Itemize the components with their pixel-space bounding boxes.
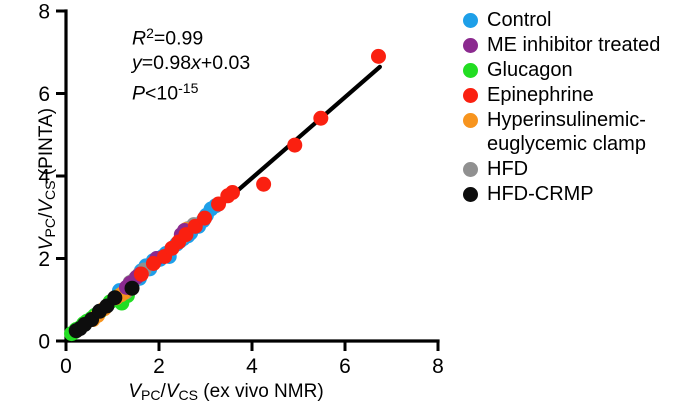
data-point [224,185,240,200]
series-hfd-crmp [68,280,140,339]
equation-intercept: +0.03 [200,52,251,75]
y-axis-v2: V [35,199,57,213]
y-axis-tick-label: 0 [38,331,50,354]
x-axis-tick-label: 0 [60,355,72,378]
r-squared-exponent: 2 [146,25,154,41]
legend-swatch-icon [463,38,478,53]
legend-label-line1: Control [487,9,552,31]
y-axis-tick-label: 4 [38,166,50,189]
x-axis-tick-label: 6 [339,355,351,378]
legend-label: Glucagon [487,58,573,82]
y-axis-tick-label: 8 [38,1,50,24]
legend-swatch-icon [463,162,478,177]
y-axis-tick-label: 2 [38,248,50,271]
data-point [145,255,161,271]
legend-label-line1: HFD-CRMP [487,183,594,205]
equation-y-symbol: y [132,52,142,75]
equation-x-symbol: x [191,52,201,75]
y-axis-v1: V [35,237,57,251]
legend-label-line1: Hyperinsulinemic- [487,109,646,131]
legend-item: HFD-CRMP [463,182,678,206]
data-point [77,317,93,332]
legend-swatch-icon [463,113,478,128]
p-value-symbol: P [132,82,146,105]
x-axis-tick-label: 8 [432,355,444,378]
data-point [287,137,303,153]
legend-item: Hyperinsulinemic-euglycemic clamp [463,108,678,156]
y-axis-tail: (PINTA) [35,107,57,181]
x-axis-v2: V [165,381,179,402]
legend-swatch-icon [463,63,478,78]
data-point [124,280,140,296]
x-axis-v1: V [128,381,142,402]
data-point [256,176,272,192]
r-squared-symbol: R [132,27,147,50]
legend-label-line1: HFD [487,158,529,180]
equation-text: y=0.98x+0.03 [132,51,250,76]
axis-tick-labels-group: 0 2 4 6 8 0 2 4 6 8 [38,1,444,379]
legend-item: HFD [463,157,678,181]
legend-label-line2: euglycemic clamp [487,133,646,155]
x-axis-tick-label: 4 [246,355,258,378]
y-axis-tick-label: 6 [38,83,50,106]
x-axis-tick-label: 2 [153,355,165,378]
p-value-exponent: -15 [178,80,199,97]
x-axis-tail: (ex vivo NMR) [198,381,324,402]
y-axis-title: VPC/VCS (PINTA) [36,34,58,324]
r-squared-text: R2=0.99 [132,21,250,51]
data-points-group [64,48,386,342]
x-axis-sub1: PC [141,387,161,404]
statistics-annotation: R2=0.99 y=0.98x+0.03 P<10-15 [132,21,250,107]
legend-item: Control [463,8,678,32]
data-point [197,210,213,226]
legend: Control ME inhibitor treated Glucagon Epine… [463,8,678,207]
legend-label-line1: Glucagon [487,59,573,81]
legend-swatch-icon [463,187,478,202]
legend-swatch-icon [463,13,478,28]
legend-swatch-icon [463,88,478,103]
legend-label: HFD [487,157,528,181]
data-point [313,110,329,126]
x-axis-sub2: CS [178,387,199,404]
axis-ticks-group [56,9,440,351]
equation-slope: =0.98 [141,52,192,75]
legend-item: ME inhibitor treated [463,33,678,57]
x-axis-title: VPC/VCS (ex vivo NMR) [0,381,452,403]
legend-label: HFD-CRMP [487,182,594,206]
data-point [133,266,149,282]
series-epinephrine [133,48,386,282]
legend-label: Control [487,8,551,32]
legend-label-line1: Epinephrine [487,84,594,106]
y-axis-slash: / [35,212,57,218]
data-point [107,290,123,306]
legend-item: Epinephrine [463,83,678,107]
y-axis-sub2: CS [42,180,59,200]
legend-label: Hyperinsulinemic-euglycemic clamp [487,108,646,156]
r-squared-value: =0.99 [153,27,204,50]
x-axis-slash: / [160,381,166,402]
legend-label-line1: ME inhibitor treated [487,34,661,56]
data-point [370,48,386,64]
p-value-text: P<10-15 [132,76,250,106]
legend-item: Glucagon [463,58,678,82]
y-axis-sub1: PC [42,217,59,238]
legend-label: ME inhibitor treated [487,33,660,57]
p-value-body: <10 [145,82,179,105]
legend-label: Epinephrine [487,83,594,107]
